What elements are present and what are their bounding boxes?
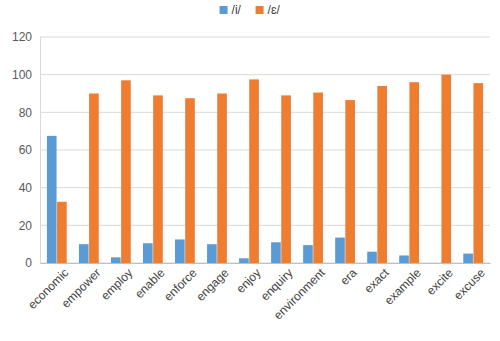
y-tick: 60	[19, 143, 40, 157]
x-tick-label: empower	[59, 266, 104, 311]
bar	[271, 242, 281, 263]
legend-swatch	[256, 6, 264, 14]
y-axis: 0 20 40 60 80 100 120	[12, 30, 41, 270]
legend-item: /i/	[220, 3, 242, 17]
x-tick: era	[338, 263, 360, 288]
grid-line	[40, 74, 490, 75]
grid-line	[40, 150, 490, 151]
bar	[281, 95, 291, 263]
y-tick-label: 80	[19, 106, 33, 120]
x-tick-label: era	[338, 265, 360, 287]
x-axis: economicempoweremployenableenforceengage…	[25, 263, 490, 322]
x-tick: excuse	[451, 263, 488, 302]
bar	[153, 95, 163, 263]
y-tick-label: 0	[25, 256, 32, 270]
x-tick: empower	[59, 263, 104, 311]
bar	[409, 82, 419, 263]
legend-swatch	[220, 6, 228, 14]
x-tick-label: excuse	[451, 265, 488, 302]
bar	[431, 263, 441, 264]
bar	[57, 202, 67, 263]
bar	[441, 75, 451, 263]
y-tick: 100	[12, 68, 40, 82]
y-tick: 0	[25, 256, 40, 270]
x-tick: enforce	[161, 263, 199, 304]
plot: 0 20 40 60 80 100 120 economicempoweremployenab…	[12, 30, 491, 322]
x-tick-label: engage	[193, 265, 231, 303]
bar	[377, 86, 387, 263]
y-tick-label: 120	[12, 30, 32, 44]
bar	[217, 94, 227, 264]
legend-label: /i/	[232, 3, 242, 17]
y-tick: 40	[19, 181, 40, 195]
bar	[89, 94, 99, 264]
y-tick-label: 20	[19, 219, 33, 233]
y-tick: 20	[19, 219, 40, 233]
x-tick-label: employ	[98, 266, 135, 303]
bar	[249, 79, 259, 263]
y-tick-label: 40	[19, 181, 33, 195]
bar	[239, 258, 249, 263]
bar	[207, 244, 217, 263]
x-tick: enjoy	[233, 263, 263, 296]
x-tick-label: environment	[271, 265, 328, 322]
x-axis-line	[41, 263, 491, 264]
legend-label: /ɛ/	[268, 3, 281, 17]
bar	[313, 93, 323, 263]
y-tick-label: 60	[19, 143, 33, 157]
bar	[473, 83, 483, 263]
grid-line	[40, 263, 490, 264]
bar	[185, 98, 195, 263]
y-axis-line	[40, 38, 41, 264]
bar	[111, 257, 121, 263]
x-tick-label: enforce	[161, 265, 199, 303]
x-tick: environment	[271, 263, 328, 322]
bar-series	[57, 75, 483, 263]
legend-item: /ɛ/	[256, 3, 281, 17]
bar	[463, 254, 473, 263]
bar	[335, 238, 345, 263]
x-tick: employ	[98, 263, 135, 303]
bar-series	[47, 136, 473, 263]
bar	[367, 252, 377, 263]
y-tick-label: 100	[12, 68, 32, 82]
bar	[79, 244, 89, 263]
grid-line	[40, 187, 490, 188]
y-tick: 80	[19, 106, 40, 120]
grid-line	[40, 225, 490, 226]
bar	[345, 100, 355, 263]
grid-line	[40, 112, 490, 113]
y-tick: 120	[12, 30, 40, 44]
bar	[175, 239, 185, 263]
x-tick: engage	[193, 263, 231, 304]
bar	[303, 245, 313, 263]
grid-line	[40, 37, 490, 38]
chart: 0 20 40 60 80 100 120 economicempoweremployenab…	[0, 0, 500, 341]
legend: /i/ /ɛ/	[220, 3, 281, 17]
bar	[47, 136, 57, 263]
bar	[399, 255, 409, 263]
x-tick: example	[382, 263, 424, 308]
grid	[40, 37, 490, 263]
bar	[121, 80, 131, 263]
bar	[143, 243, 153, 263]
bars	[47, 75, 483, 263]
x-tick-label: example	[382, 265, 424, 307]
